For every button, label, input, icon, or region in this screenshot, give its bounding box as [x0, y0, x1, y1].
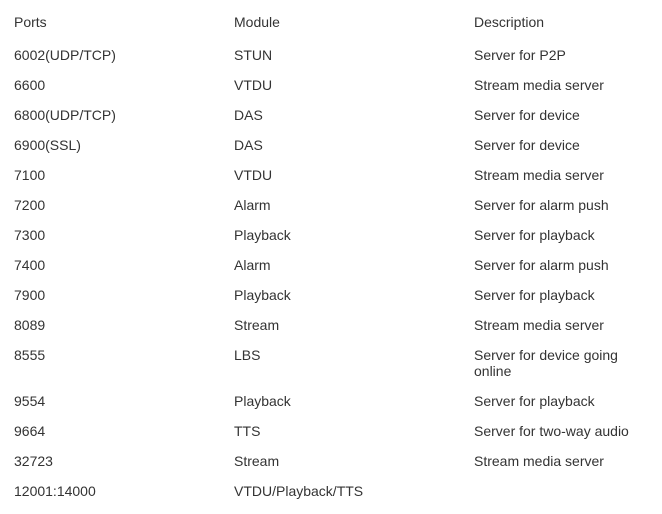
cell-description: Server for playback [470, 220, 652, 250]
cell-description: Server for P2P [470, 40, 652, 70]
cell-port: 6900(SSL) [10, 130, 230, 160]
cell-description: Server for alarm push [470, 250, 652, 280]
table-row: 32723StreamStream media server [10, 446, 652, 476]
cell-module: TTS [230, 416, 470, 446]
cell-port: 7400 [10, 250, 230, 280]
table-row: 6002(UDP/TCP)STUNServer for P2P [10, 40, 652, 70]
cell-description: Stream media server [470, 160, 652, 190]
table-header-row: Ports Module Description [10, 8, 652, 40]
cell-description: Server for alarm push [470, 190, 652, 220]
cell-port: 6600 [10, 70, 230, 100]
cell-module: Playback [230, 280, 470, 310]
cell-module: Stream [230, 310, 470, 340]
cell-description: Server for playback [470, 386, 652, 416]
cell-module: VTDU [230, 70, 470, 100]
cell-module: VTDU/Playback/TTS [230, 476, 470, 506]
table-row: 6900(SSL)DASServer for device [10, 130, 652, 160]
table-row: 7300PlaybackServer for playback [10, 220, 652, 250]
cell-module: VTDU [230, 160, 470, 190]
cell-module: DAS [230, 100, 470, 130]
table-row: 6600VTDUStream media server [10, 70, 652, 100]
cell-port: 7200 [10, 190, 230, 220]
cell-port: 9664 [10, 416, 230, 446]
cell-description: Stream media server [470, 310, 652, 340]
column-header-ports: Ports [10, 8, 230, 40]
cell-module: Alarm [230, 190, 470, 220]
ports-table: Ports Module Description 6002(UDP/TCP)ST… [10, 8, 652, 506]
table-row: 8089StreamStream media server [10, 310, 652, 340]
table-row: 12001:14000VTDU/Playback/TTS [10, 476, 652, 506]
table-row: 8555LBSServer for device going online [10, 340, 652, 386]
table-row: 9554PlaybackServer for playback [10, 386, 652, 416]
cell-module: Alarm [230, 250, 470, 280]
table-row: 7900PlaybackServer for playback [10, 280, 652, 310]
table-row: 7200AlarmServer for alarm push [10, 190, 652, 220]
table-row: 9664TTSServer for two-way audio [10, 416, 652, 446]
cell-description: Server for playback [470, 280, 652, 310]
table-body: 6002(UDP/TCP)STUNServer for P2P6600VTDUS… [10, 40, 652, 506]
cell-module: STUN [230, 40, 470, 70]
cell-port: 32723 [10, 446, 230, 476]
cell-port: 7900 [10, 280, 230, 310]
cell-port: 6002(UDP/TCP) [10, 40, 230, 70]
cell-module: DAS [230, 130, 470, 160]
cell-description: Server for two-way audio [470, 416, 652, 446]
cell-module: Playback [230, 220, 470, 250]
table-header: Ports Module Description [10, 8, 652, 40]
cell-port: 7300 [10, 220, 230, 250]
cell-description: Stream media server [470, 70, 652, 100]
cell-module: LBS [230, 340, 470, 386]
cell-description [470, 476, 652, 506]
cell-port: 6800(UDP/TCP) [10, 100, 230, 130]
cell-module: Stream [230, 446, 470, 476]
column-header-description: Description [470, 8, 652, 40]
cell-description: Server for device [470, 130, 652, 160]
cell-port: 9554 [10, 386, 230, 416]
table-row: 7100VTDUStream media server [10, 160, 652, 190]
cell-description: Server for device going online [470, 340, 652, 386]
table-row: 6800(UDP/TCP)DASServer for device [10, 100, 652, 130]
cell-description: Stream media server [470, 446, 652, 476]
cell-module: Playback [230, 386, 470, 416]
column-header-module: Module [230, 8, 470, 40]
table-row: 7400AlarmServer for alarm push [10, 250, 652, 280]
cell-port: 8555 [10, 340, 230, 386]
cell-description: Server for device [470, 100, 652, 130]
cell-port: 12001:14000 [10, 476, 230, 506]
cell-port: 7100 [10, 160, 230, 190]
cell-port: 8089 [10, 310, 230, 340]
